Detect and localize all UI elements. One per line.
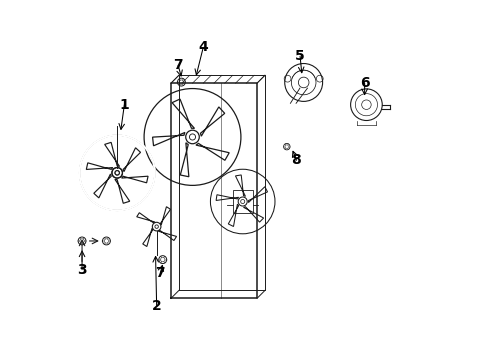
Text: 1: 1 (119, 98, 129, 112)
Text: 5: 5 (295, 49, 305, 63)
Text: 3: 3 (77, 263, 87, 276)
Text: 6: 6 (359, 76, 369, 90)
Text: 7: 7 (173, 58, 183, 72)
Text: 4: 4 (198, 40, 208, 54)
Text: 7: 7 (155, 266, 165, 280)
Text: 2: 2 (151, 298, 161, 312)
Text: 8: 8 (291, 153, 301, 167)
Bar (232, 190, 252, 213)
